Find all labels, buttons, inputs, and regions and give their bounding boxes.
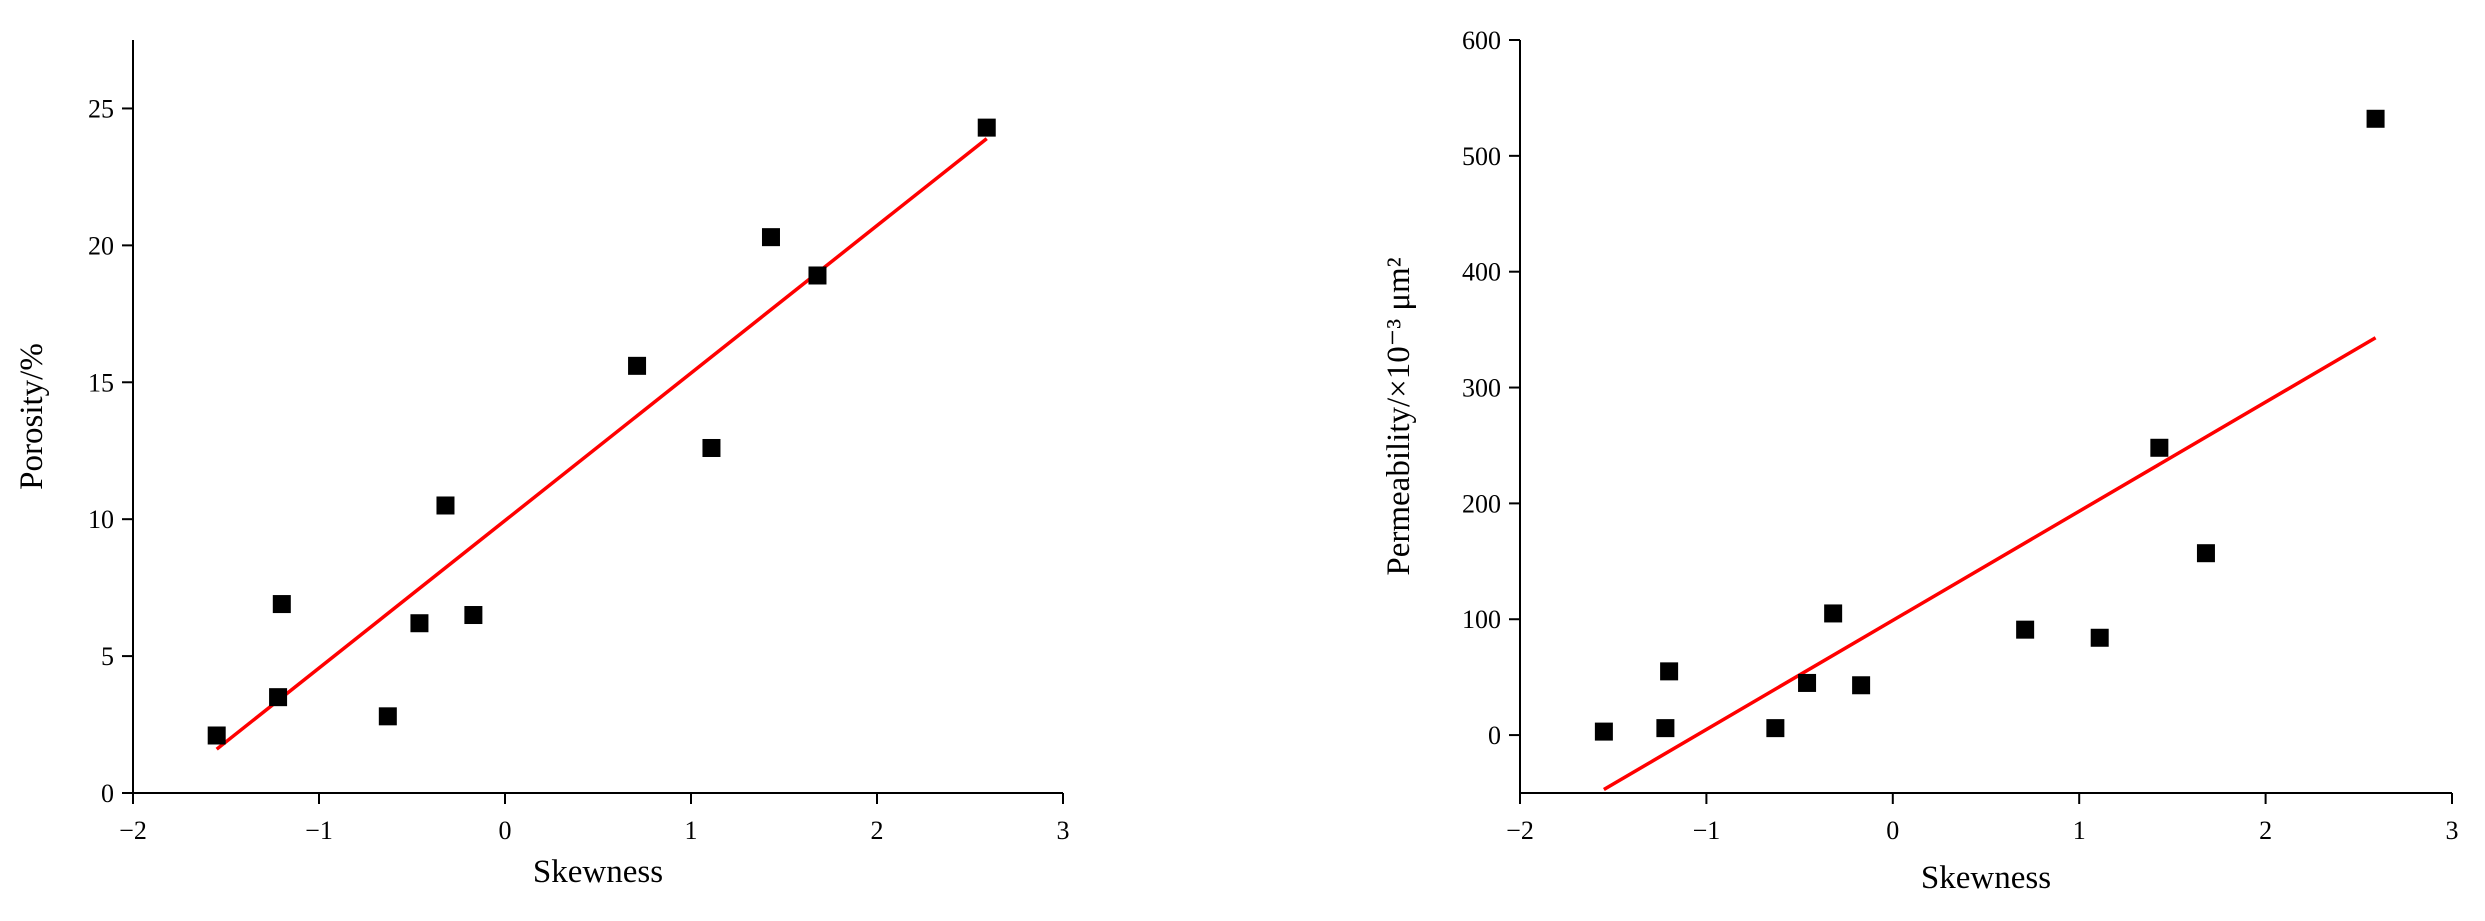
- data-point: [2090, 628, 2109, 647]
- data-point: [1852, 676, 1871, 695]
- data-point: [207, 726, 226, 745]
- x-tick-label: 1: [685, 816, 698, 845]
- data-point: [1824, 604, 1843, 623]
- data-point: [1766, 719, 1785, 738]
- x-tick-label: −1: [305, 816, 333, 845]
- x-tick-label: 2: [2259, 816, 2272, 845]
- data-point: [1660, 662, 1679, 681]
- data-point: [1594, 722, 1613, 741]
- y-tick-label: 0: [101, 779, 114, 808]
- data-point: [2150, 438, 2169, 457]
- x-tick-label: 3: [2446, 816, 2459, 845]
- data-point: [808, 266, 827, 285]
- chart-2: −2 −1 0 1 2 3 0 100 200 300 400 500 600 Skewness Perme…: [1381, 26, 2459, 896]
- data-point: [1656, 719, 1675, 738]
- y-tick-label: 25: [88, 94, 114, 123]
- data-point: [272, 595, 291, 614]
- y-tick-label: 400: [1462, 258, 1501, 287]
- x-axis-title: Skewness: [533, 854, 663, 890]
- data-point: [702, 438, 721, 457]
- x-tick-label: −2: [119, 816, 147, 845]
- data-point: [410, 614, 429, 633]
- y-tick-label: 15: [88, 368, 114, 397]
- data-point: [628, 356, 647, 375]
- data-point: [2196, 544, 2215, 563]
- x-tick-label: −1: [1693, 816, 1721, 845]
- x-axis-title: Skewness: [1921, 860, 2051, 896]
- x-tick-label: −2: [1506, 816, 1534, 845]
- y-tick-label: 5: [101, 642, 114, 671]
- fit-line: [1602, 336, 2377, 792]
- x-tick-label: 0: [499, 816, 512, 845]
- y-axis-title: Porosity/%: [14, 343, 50, 490]
- data-point: [378, 707, 397, 726]
- fit-line: [215, 137, 988, 751]
- y-tick-label: 300: [1462, 374, 1501, 403]
- y-tick-label: 100: [1462, 605, 1501, 634]
- y-tick-label: 600: [1462, 26, 1501, 55]
- y-axis-title: Permeability/×10⁻³ μm²: [1381, 257, 1417, 575]
- x-tick-label: 3: [1057, 816, 1070, 845]
- data-point: [2366, 109, 2385, 128]
- data-point: [761, 228, 780, 247]
- y-tick-label: 10: [88, 505, 114, 534]
- data-point: [269, 688, 288, 707]
- y-tick-label: 0: [1488, 721, 1501, 750]
- data-point: [977, 118, 996, 137]
- x-tick-label: 2: [871, 816, 884, 845]
- data-point: [436, 496, 455, 515]
- y-tick-label: 500: [1462, 142, 1501, 171]
- y-tick-label: 20: [88, 231, 114, 260]
- y-tick-label: 200: [1462, 489, 1501, 518]
- data-point: [1798, 673, 1817, 692]
- data-point: [2016, 620, 2035, 639]
- data-point: [464, 606, 483, 625]
- chart-1: −2 −1 0 1 2 3 0 5 10 15 20 25 Skewness Porosity/%: [14, 40, 1070, 890]
- x-tick-label: 0: [1886, 816, 1899, 845]
- x-tick-label: 1: [2073, 816, 2086, 845]
